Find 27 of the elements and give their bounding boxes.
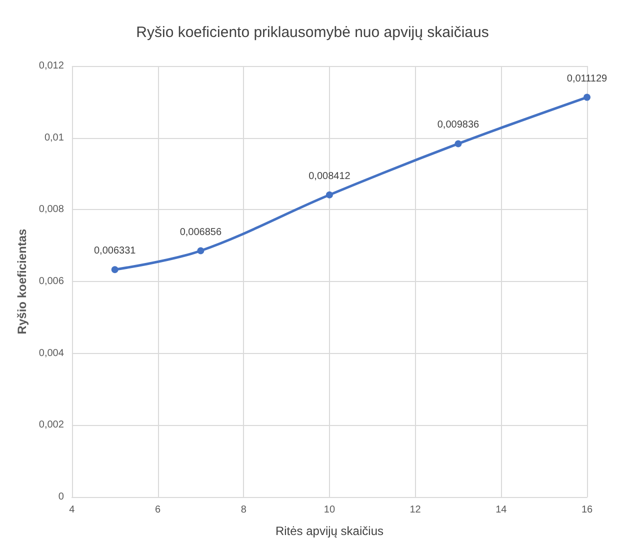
y-tick-label: 0,012 (38, 60, 64, 72)
data-label: 0,006331 (94, 246, 136, 257)
y-tick-label: 0,004 (38, 348, 64, 359)
point (111, 266, 118, 274)
x-tick-label: 6 (154, 504, 161, 516)
data-label: 0,011129 (566, 73, 608, 84)
y-axis-title: Ryšio koeficientas (15, 228, 29, 334)
x-tick-label: 14 (496, 504, 508, 516)
x-tick-label: 8 (240, 504, 247, 516)
x-axis-title: Ritės apvijų skaičius (275, 524, 384, 538)
point (197, 247, 204, 254)
y-tick-label: 0 (58, 492, 64, 502)
data-label: 0,006856 (180, 226, 222, 238)
y-tick-label: 0,01 (44, 132, 64, 144)
y-tick-label: 0,006 (38, 276, 64, 287)
x-tick-label: 4 (69, 504, 76, 516)
x-tick-label: 10 (324, 504, 336, 516)
data-label: 0,009836 (437, 120, 480, 131)
point (454, 140, 462, 148)
x-tick-label: 16 (581, 504, 593, 516)
point (326, 191, 333, 198)
y-tick-label: 0,008 (38, 204, 64, 216)
x-tick-label: 12 (410, 504, 422, 516)
data-label: 0,008412 (308, 170, 351, 182)
point (584, 94, 590, 101)
y-tick-label: 0,002 (38, 420, 64, 431)
chart-title: Ryšio koeficiento priklausomybė nuo apvijų skaičiaus (136, 24, 489, 41)
